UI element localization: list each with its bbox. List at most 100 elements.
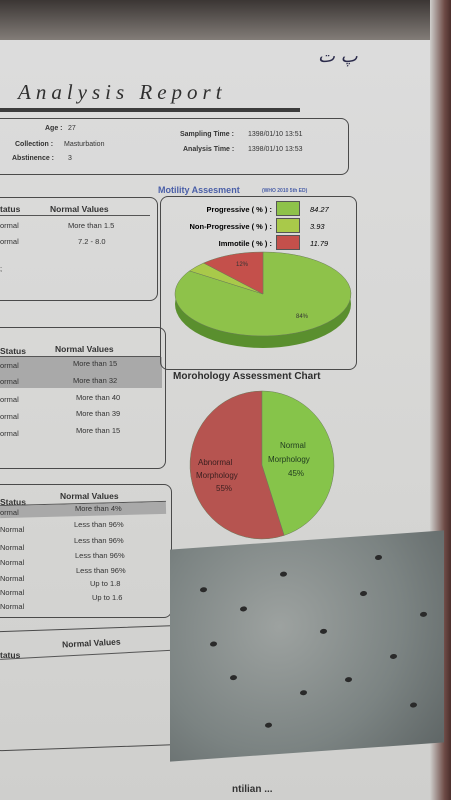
motility-pie-label-progressive: 84% xyxy=(296,314,309,320)
table-4-status-header: tatus xyxy=(0,650,21,660)
table-row-normal: More than 4% xyxy=(75,504,122,513)
morph-normal-label: Normal xyxy=(280,441,306,450)
table-row-status: Normal xyxy=(0,525,25,534)
footer-text: ntilian ... xyxy=(232,784,273,795)
sampling-time-label: Sampling Time : xyxy=(180,131,234,138)
motility-row-label: Non-Progressive ( % ) : xyxy=(189,222,272,231)
motility-row: Immotile ( % ) : 11.79 xyxy=(170,235,331,252)
morph-abnormal-label: Morphology xyxy=(196,471,238,480)
table-row-status: ormal xyxy=(0,395,19,404)
sperm-cell xyxy=(390,653,397,660)
abstinence-value: 3 xyxy=(68,155,72,162)
table-row-status: ormal xyxy=(0,412,19,421)
motility-row-label: Immotile ( % ) : xyxy=(218,239,272,248)
motility-row: Progressive ( % ) : 84.27 xyxy=(170,201,331,218)
table-row-status: ormal xyxy=(0,508,19,517)
motility-subtitle: (WHO 2010 5th ED) xyxy=(262,188,308,194)
table-1-status-header: tatus xyxy=(0,204,21,214)
pie-slice-abnormal xyxy=(189,390,285,540)
sperm-cell xyxy=(230,674,237,681)
motility-table: Progressive ( % ) : 84.27 Non-Progressiv… xyxy=(170,201,331,252)
page-title: Analysis Report xyxy=(18,80,227,104)
table-row-normal: More than 15 xyxy=(73,359,118,368)
sperm-cell xyxy=(345,676,352,683)
top-background xyxy=(0,0,451,45)
table-row-status: Normal xyxy=(0,543,25,552)
sperm-cell xyxy=(360,590,367,597)
morphology-title: Morohology Assessment Chart xyxy=(173,371,321,382)
table-row-normal: More than 40 xyxy=(76,393,121,402)
table-row-normal: Less than 96% xyxy=(74,520,124,529)
table-row-status: Normal xyxy=(0,588,25,597)
sperm-cell xyxy=(240,606,247,612)
table-3-normal-header: Normal Values xyxy=(60,491,119,501)
motility-pie-chart: 84% 12% xyxy=(174,251,352,348)
table-2-highlight xyxy=(0,357,162,388)
table-row-status: ormal xyxy=(0,361,19,370)
table-row-status: Normal xyxy=(0,558,25,567)
sperm-cell xyxy=(210,641,217,647)
motility-title: Motility Assesment xyxy=(158,185,240,195)
morph-abnormal-label: Abnormal xyxy=(198,458,232,467)
table-2-header-divider xyxy=(0,356,160,357)
sperm-cell xyxy=(200,586,207,593)
analysis-time-value: 1398/01/10 13:53 xyxy=(248,146,303,153)
table-row-status: ormal xyxy=(0,377,19,386)
morph-normal-label: Morphology xyxy=(268,455,310,464)
abstinence-label: Abstinence : xyxy=(12,155,55,162)
age-value: 27 xyxy=(68,125,76,132)
table-1-normal-header: Normal Values xyxy=(50,204,109,214)
pie-slice-normal xyxy=(261,390,335,536)
morph-normal-label: 45% xyxy=(288,469,304,478)
table-row-normal: Less than 96% xyxy=(74,536,124,545)
table-1-box xyxy=(0,197,158,301)
progressive-swatch xyxy=(276,201,300,216)
table-row-normal: More than 15 xyxy=(76,426,121,435)
sperm-cell xyxy=(420,611,427,618)
motility-pie-label-immotile: 12% xyxy=(236,262,249,268)
morph-abnormal-label: 55% xyxy=(216,484,232,493)
sperm-cell xyxy=(375,554,382,561)
pie-slice-immotile xyxy=(203,251,264,295)
table-2-normal-header: Normal Values xyxy=(55,344,114,354)
age-label: Age : xyxy=(45,125,63,132)
motility-row-value: 84.27 xyxy=(310,205,329,214)
collection-label: Collection : xyxy=(15,141,54,148)
motility-row-label: Progressive ( % ) : xyxy=(206,205,272,214)
motility-box xyxy=(160,196,357,370)
table-row-normal: Less than 96% xyxy=(75,551,125,560)
table-row-status: ormal xyxy=(0,237,19,246)
table-row-status: ormal xyxy=(0,429,19,438)
table-row-normal: Up to 1.8 xyxy=(90,579,121,588)
table-1-header-divider xyxy=(0,215,150,216)
motility-row: Non-Progressive ( % ) : 3.93 xyxy=(170,218,331,235)
table-2-box xyxy=(0,327,166,469)
table-row-status: ormal xyxy=(0,221,19,230)
sperm-cell xyxy=(320,628,327,635)
table-row-normal: 7.2 - 8.0 xyxy=(78,237,106,246)
table-3-status-header: Status xyxy=(0,497,26,507)
analysis-time-label: Analysis Time : xyxy=(183,146,235,153)
stray-mark: ; xyxy=(0,264,3,273)
sperm-cell xyxy=(410,702,417,708)
title-underline xyxy=(0,78,300,112)
motility-row-value: 3.93 xyxy=(310,222,325,231)
table-row-normal: More than 1.5 xyxy=(68,221,115,230)
table-row-normal: Less than 96% xyxy=(76,566,126,575)
table-row-normal: More than 32 xyxy=(73,376,118,385)
logo: پ ت xyxy=(318,46,358,67)
morphology-pie-chart: Abnormal Morphology 55% Normal Morpholog… xyxy=(189,390,335,540)
table-row-status: Normal xyxy=(0,602,25,611)
non-progressive-swatch xyxy=(276,218,300,233)
sperm-cell xyxy=(300,690,307,696)
sampling-time-value: 1398/01/10 13:51 xyxy=(248,131,303,138)
collection-value: Masturbation xyxy=(64,141,105,148)
table-row-status: Normal xyxy=(0,574,25,583)
table-row-normal: More than 39 xyxy=(76,409,121,418)
microscope-image xyxy=(170,530,444,762)
table-2-status-header: Status xyxy=(0,346,26,356)
motility-row-value: 11.79 xyxy=(310,239,329,248)
sperm-cell xyxy=(280,571,287,577)
patient-info-box xyxy=(0,118,349,175)
immotile-swatch xyxy=(276,235,300,250)
